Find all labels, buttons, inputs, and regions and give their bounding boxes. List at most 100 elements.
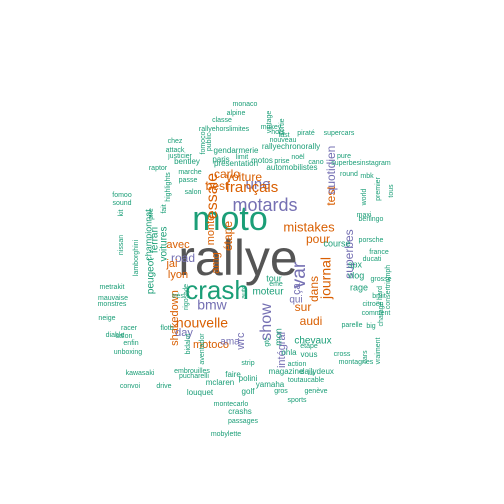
word-etape: étape <box>300 343 318 350</box>
word-golf: golf <box>242 387 256 396</box>
word-diable: diable <box>106 332 125 339</box>
word-cars: cars <box>362 350 369 364</box>
word-mobylette: mobylette <box>211 431 241 438</box>
word-crashs: crashs <box>228 407 252 416</box>
word-chez: chez <box>168 138 183 145</box>
word-monte: monte <box>205 215 217 246</box>
word-integral: intégral <box>276 332 288 368</box>
word-convoi: convoi <box>120 383 141 390</box>
word-unboxing: unboxing <box>114 349 143 356</box>
word-jai: jai <box>165 258 177 270</box>
word-porsche: porsche <box>359 237 384 244</box>
word-metrakit: metrakit <box>100 284 125 291</box>
word-tres: très <box>172 293 184 300</box>
word-citroen: citroën <box>362 301 383 308</box>
word-comment: comment <box>362 310 391 317</box>
word-strip: strip <box>241 360 254 367</box>
word-mokey: mokey <box>261 124 282 131</box>
word-tous: tous <box>388 184 395 198</box>
word-vintage: vintage <box>266 111 273 134</box>
word-lyon: lyon <box>168 269 188 281</box>
word-moteur: moteur <box>252 287 284 298</box>
word-bmw: bmw <box>197 297 227 313</box>
word-vraiment: vraiment <box>375 338 382 365</box>
word-berlingo: berlingo <box>359 216 384 223</box>
word-chevaux: chevaux <box>294 336 331 347</box>
word-eme: éme <box>269 281 283 288</box>
word-montecarlo: montecarlo <box>214 401 249 408</box>
word-parelle: parelle <box>341 322 362 329</box>
word-mclaren: mclaren <box>206 378 234 387</box>
word-lui: lui <box>307 370 314 377</box>
word-bidalot: bidalot <box>185 334 192 355</box>
word-monstres: monstres <box>98 301 127 308</box>
word-audi: audi <box>300 314 323 328</box>
word-rallyechronorally: rallyechronorally <box>262 142 320 151</box>
word-ducati: ducati <box>363 256 382 263</box>
word-passages: passages <box>228 418 258 425</box>
word-rage: rage <box>350 282 368 292</box>
word-louquet: louquet <box>187 388 214 397</box>
word-fait: fait <box>161 204 168 213</box>
word-classe: classe <box>212 117 232 124</box>
word-ferrari: ferrari <box>150 227 161 253</box>
word-day: day <box>175 327 193 339</box>
word-show: show <box>258 303 275 341</box>
word-vlog: vlog <box>348 270 365 280</box>
word-aventador: aventador <box>199 333 206 365</box>
word-wrc: wrc <box>235 332 247 351</box>
word-passe: passe <box>179 177 198 184</box>
word-voitures: voitures <box>159 226 170 261</box>
word-quotidien: quotidien <box>324 146 338 195</box>
word-paris: paris <box>212 155 229 164</box>
word-qui: qui <box>289 295 302 306</box>
word-crash: crash <box>185 275 249 305</box>
word-round: round <box>340 171 358 178</box>
word-nouvelle: nouvelle <box>176 315 228 331</box>
word-moto: moto <box>192 200 268 238</box>
word-magazine: magazine <box>269 367 304 376</box>
word-action: action <box>288 361 307 368</box>
word-drive: drive <box>156 383 171 390</box>
word-salon: salon <box>185 189 202 196</box>
word-limit: limit <box>236 154 248 161</box>
word-motards: motards <box>232 195 297 215</box>
word-une: une <box>245 176 270 193</box>
word-sports: sports <box>287 397 307 404</box>
word-var: var <box>289 261 310 288</box>
word-nissan: nissan <box>118 235 125 255</box>
word-grosse: grosse <box>370 276 391 283</box>
word-yamaha: yamaha <box>256 380 285 389</box>
word-marche: marche <box>178 169 201 176</box>
word-course: course <box>323 238 350 248</box>
word-championnat: championnat <box>143 209 153 261</box>
word-polini: polini <box>239 374 258 383</box>
word-cross: cross <box>334 351 351 358</box>
word-consertriumph: consertriumph <box>385 265 392 309</box>
word-salon: salon <box>116 333 133 340</box>
word-mbk: mbk <box>360 173 374 180</box>
word-highlights: highlights <box>165 172 172 202</box>
word-essaie: essaie <box>204 173 221 219</box>
word-monaco: monaco <box>233 101 258 108</box>
word-alpine: alpine <box>227 110 246 117</box>
word-france: france <box>369 249 389 256</box>
word-auto: auto <box>241 285 248 299</box>
word-ama: ama <box>220 337 240 348</box>
word-mistakes: mistakes <box>283 219 335 234</box>
word-mauvaise: mauvaise <box>98 295 128 302</box>
word-neige: neige <box>98 315 115 322</box>
word-tour: tour <box>266 273 282 283</box>
word-avec: avec <box>166 239 190 251</box>
word-gtc: gtc <box>264 337 271 347</box>
word-fomoco: fomoco <box>200 131 207 154</box>
word-pour: pour <box>306 232 330 246</box>
word-best: best <box>206 179 229 193</box>
word-enfin: enfin <box>123 340 138 347</box>
word-rigostyle: rigostyle <box>183 284 190 310</box>
word-world: world <box>361 189 368 207</box>
word-rallyehorslimites: rallyehorslimites <box>199 126 250 133</box>
word-toutaucable: toutaucable <box>288 377 324 384</box>
word-pure: pure <box>337 153 351 160</box>
word-montagnes: montagnes <box>339 359 374 366</box>
